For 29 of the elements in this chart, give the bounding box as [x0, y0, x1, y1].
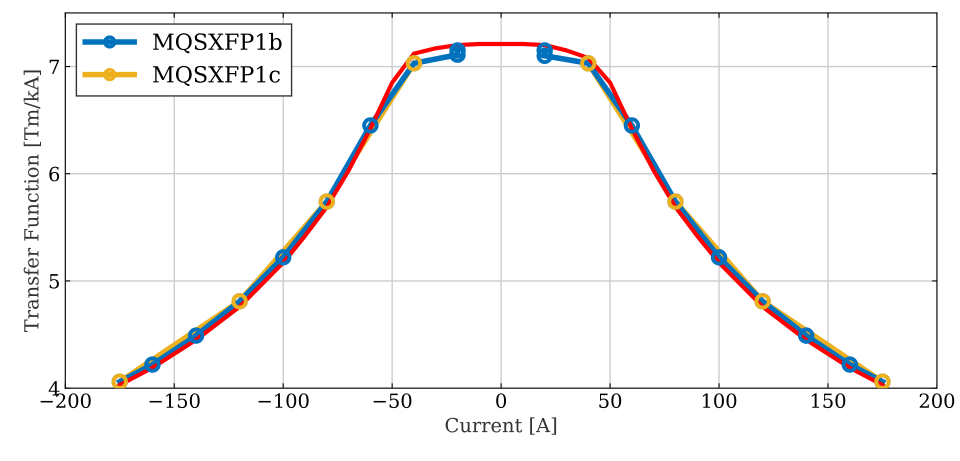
x-tick-label: −200: [40, 393, 91, 408]
y-tick-label: 4: [48, 381, 60, 396]
x-tick-label: 200: [920, 393, 954, 408]
point: [536, 48, 553, 64]
point: [624, 117, 640, 134]
x-tick-label: 150: [812, 393, 846, 408]
x-tick-label: 100: [702, 393, 736, 408]
x-tick-label: −100: [258, 393, 309, 408]
x-tick-label: −50: [374, 393, 412, 408]
x-tick-label: 50: [599, 393, 622, 408]
y-tick-label: 5: [50, 274, 59, 289]
y-tick-label: 6: [49, 166, 60, 182]
x-tick-label: −150: [150, 393, 200, 408]
point: [144, 356, 161, 373]
x-axis-title: Current [A]: [446, 417, 556, 435]
point: [275, 249, 292, 266]
point: [710, 249, 728, 266]
x-tick-label: 0: [496, 393, 506, 408]
point: [449, 42, 466, 59]
point: [362, 117, 379, 134]
legend-label: MQSXFP1b: [153, 32, 282, 54]
y-tick-label: 7: [50, 60, 60, 74]
point: [536, 42, 553, 59]
y-axis-title: Transfer Function [Tm/kA]: [24, 70, 42, 332]
point: [842, 356, 858, 373]
point: [449, 46, 466, 63]
point: [188, 327, 204, 344]
legend-label: MQSXFP1c: [153, 66, 280, 86]
point: [798, 327, 814, 344]
